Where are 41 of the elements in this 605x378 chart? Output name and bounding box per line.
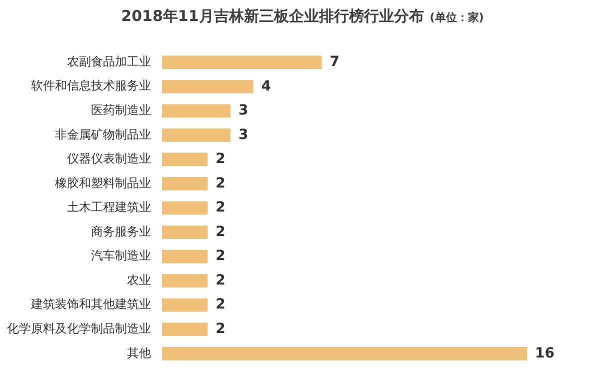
bar xyxy=(162,298,208,312)
bar xyxy=(162,152,208,166)
data-label: 3 xyxy=(238,102,248,119)
data-label: 2 xyxy=(216,224,226,240)
y-tick-label: 农业 xyxy=(127,272,151,287)
data-label: 2 xyxy=(216,321,226,338)
y-tick-label: 建筑装饰和其他建筑业 xyxy=(30,297,151,312)
y-tick-label: 汽车制造业 xyxy=(91,248,151,263)
bar xyxy=(162,56,322,70)
bar xyxy=(162,80,254,94)
data-label: 16 xyxy=(535,345,554,362)
bar xyxy=(162,322,208,336)
bar xyxy=(162,201,208,215)
y-tick-label: 橡胶和塑料制品业 xyxy=(55,176,151,190)
y-tick-label: 医药制造业 xyxy=(91,103,151,118)
data-label: 2 xyxy=(216,272,226,288)
bar xyxy=(162,274,208,288)
data-label: 2 xyxy=(216,151,226,168)
y-tick-label: 软件和信息技术服务业 xyxy=(31,78,151,93)
bar xyxy=(162,104,230,118)
chart-subtitle: (单位：家) xyxy=(430,11,484,24)
bar xyxy=(162,177,208,190)
data-label: 2 xyxy=(216,296,226,313)
bar xyxy=(162,128,230,142)
data-label: 2 xyxy=(216,175,226,192)
y-tick-label: 商务服务业 xyxy=(91,224,151,238)
bar xyxy=(162,226,208,239)
bar xyxy=(162,346,527,360)
chart-title: 2018年11月吉林新三板企业排行榜行业分布 xyxy=(121,7,424,25)
data-label: 7 xyxy=(330,54,340,70)
bar xyxy=(162,250,208,264)
y-tick-label: 化学原料及化学制品制造业 xyxy=(7,322,151,336)
data-label: 3 xyxy=(238,126,248,143)
data-label: 2 xyxy=(216,200,226,216)
y-tick-label: 土木工程建筑业 xyxy=(67,200,151,214)
y-tick-label: 其他 xyxy=(127,346,151,360)
y-tick-label: 农副食品加工业 xyxy=(67,54,151,68)
data-label: 4 xyxy=(261,78,272,94)
y-tick-label: 仪器仪表制造业 xyxy=(67,152,151,166)
y-tick-label: 非金属矿物制品业 xyxy=(55,127,151,142)
data-label: 2 xyxy=(216,248,226,264)
